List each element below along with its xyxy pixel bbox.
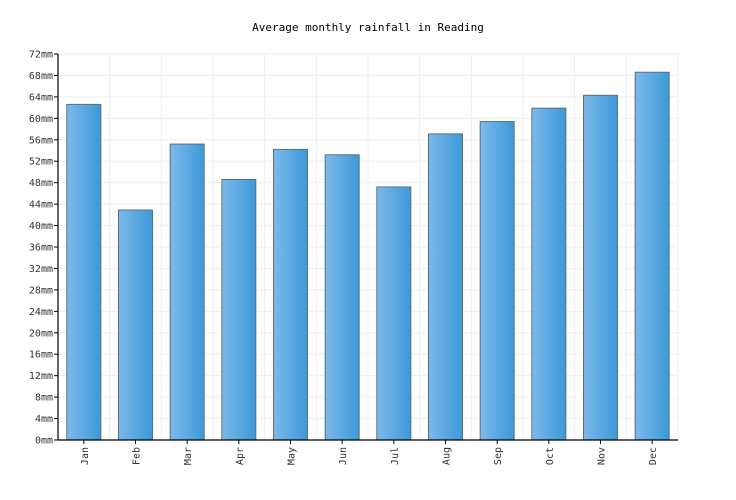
bar-feb — [118, 209, 153, 441]
y-tick-label: 52mm — [29, 157, 53, 168]
y-tick-label: 16mm — [29, 350, 53, 361]
bar-nov — [583, 94, 618, 441]
x-tick-label: Aug — [442, 447, 453, 465]
y-tick-label: 0mm — [35, 436, 53, 447]
x-tick-label: May — [287, 447, 298, 465]
y-tick-label: 36mm — [29, 243, 53, 254]
bar-sep — [479, 121, 515, 441]
bars — [66, 71, 670, 441]
y-tick-label: 68mm — [29, 71, 53, 82]
x-tick-label: Dec — [648, 447, 659, 465]
x-tick-label: Jan — [80, 447, 91, 465]
y-tick-label: 8mm — [35, 393, 53, 404]
y-axis-ticks: 0mm 4mm 8mm 12mm 16mm 20mm 24mm 28mm 32mm 36mm 40m… — [29, 50, 58, 447]
bar-oct — [531, 107, 567, 441]
y-tick-label: 4mm — [35, 414, 53, 425]
x-tick-label: Mar — [183, 447, 194, 465]
x-tick-label: Jun — [338, 447, 349, 465]
bar-jul — [376, 186, 412, 441]
y-tick-label: 48mm — [29, 178, 53, 189]
x-axis-ticks: Jan Feb Mar Apr May Jun Jul Aug Sep Oct Nov Dec — [80, 440, 659, 465]
bar-aug — [428, 133, 463, 441]
y-tick-label: 24mm — [29, 307, 53, 318]
x-tick-label: Sep — [493, 447, 504, 465]
y-tick-label: 60mm — [29, 114, 53, 125]
x-tick-label: Jul — [390, 447, 401, 465]
bar-jun — [324, 154, 360, 441]
grid-lines — [58, 53, 679, 440]
y-tick-label: 28mm — [29, 285, 53, 296]
bar-mar — [169, 143, 205, 441]
y-tick-label: 32mm — [29, 264, 53, 275]
bar-dec — [634, 71, 670, 441]
y-tick-label: 20mm — [29, 328, 53, 339]
y-tick-label: 72mm — [29, 50, 53, 61]
y-tick-label: 12mm — [29, 371, 53, 382]
bar-jan — [66, 103, 102, 441]
x-tick-label: Feb — [132, 447, 143, 465]
x-tick-label: Oct — [545, 447, 556, 465]
x-tick-label: Apr — [235, 447, 246, 465]
y-tick-label: 56mm — [29, 135, 53, 146]
y-tick-label: 40mm — [29, 221, 53, 232]
chart-title: Average monthly rainfall in Reading — [252, 21, 484, 34]
y-tick-label: 64mm — [29, 92, 53, 103]
x-tick-label: Nov — [597, 447, 608, 465]
bar-apr — [221, 178, 257, 441]
bar-may — [273, 148, 308, 441]
y-tick-label: 44mm — [29, 200, 53, 211]
